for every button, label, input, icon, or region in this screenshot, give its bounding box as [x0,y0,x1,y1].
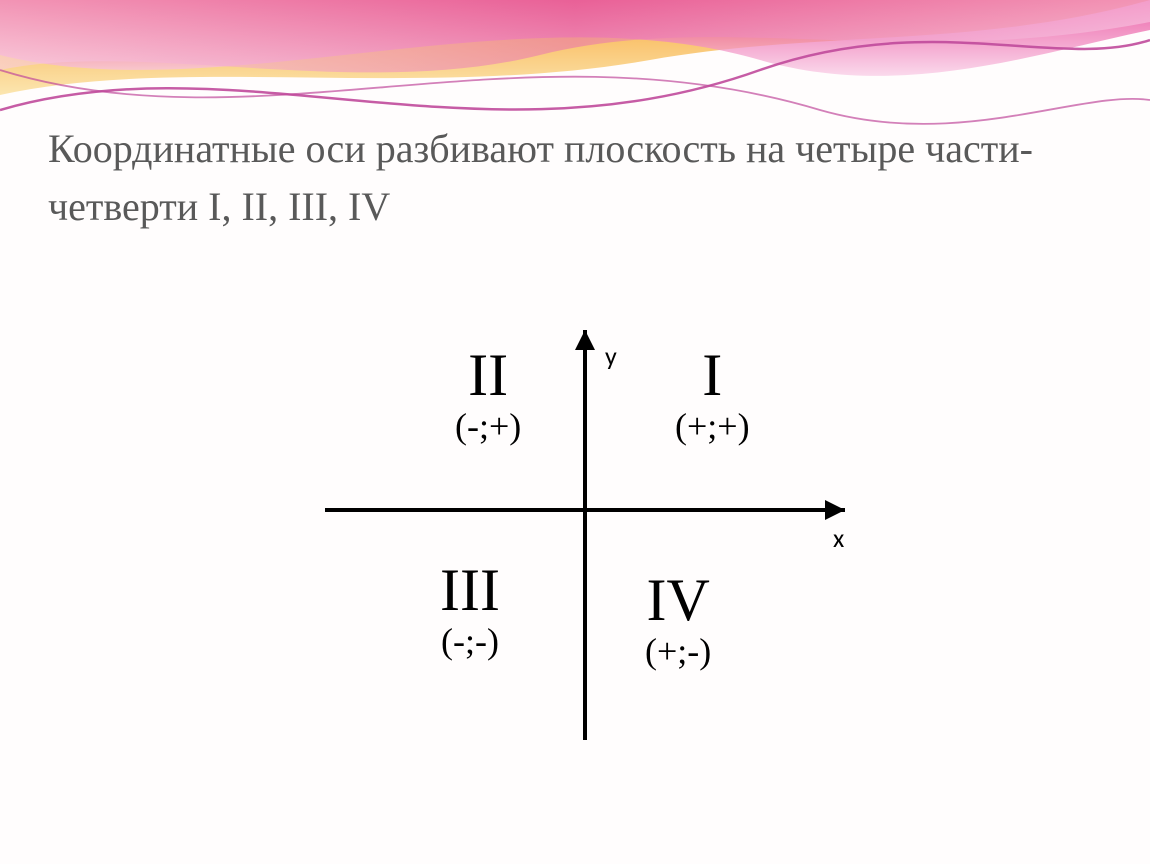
slide-title: Координатные оси разбивают плоскость на … [48,120,1102,236]
quadrant-4: IV (+;-) [645,570,711,672]
quadrant-4-signs: (+;-) [645,632,711,672]
quadrant-3-numeral: III [440,560,500,620]
quadrant-1-signs: (+;+) [675,407,750,447]
quadrant-4-numeral: IV [645,570,711,630]
x-axis-label: x [833,522,844,554]
coordinate-plane: y x I (+;+) II (-;+) III (-;-) IV (+;-) [305,310,865,790]
quadrant-2-numeral: II [455,345,521,405]
quadrant-1-numeral: I [675,345,750,405]
quadrant-2: II (-;+) [455,345,521,447]
quadrant-1: I (+;+) [675,345,750,447]
quadrant-3-signs: (-;-) [440,622,500,662]
quadrant-3: III (-;-) [440,560,500,662]
quadrant-2-signs: (-;+) [455,407,521,447]
axes-svg [305,310,865,790]
y-axis-label: y [605,340,617,372]
slide: Координатные оси разбивают плоскость на … [0,0,1150,864]
y-axis-arrow [575,330,595,350]
x-axis-arrow [825,500,845,520]
